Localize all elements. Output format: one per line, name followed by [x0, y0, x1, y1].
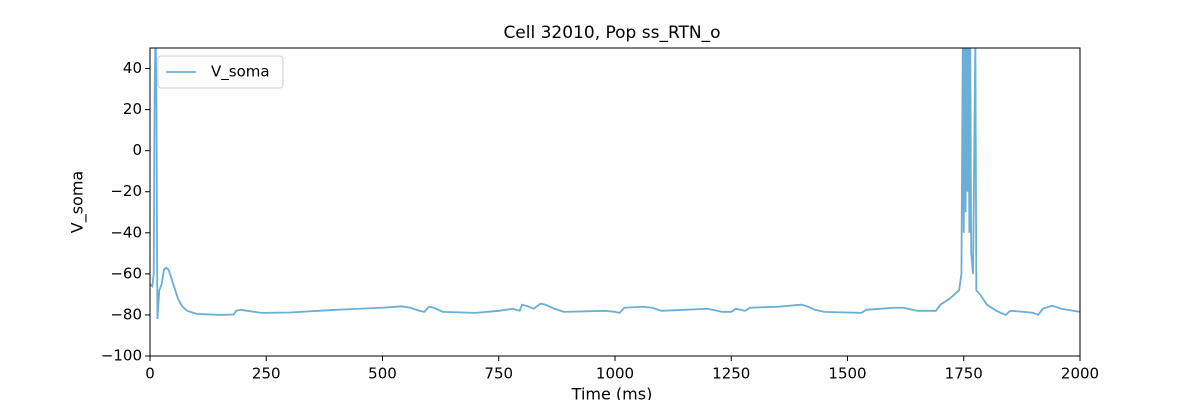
- legend: V_soma: [157, 55, 284, 89]
- y-tick-label: 40: [123, 59, 142, 77]
- legend-box: [157, 55, 284, 89]
- y-tick-label: −40: [110, 223, 142, 241]
- x-tick-label: 500: [368, 365, 397, 383]
- x-tick-label: 1000: [596, 365, 634, 383]
- x-tick-label: 1750: [945, 365, 983, 383]
- y-tick-label: 20: [123, 100, 142, 118]
- x-axis-label: Time (ms): [571, 385, 653, 400]
- legend-label: V_soma: [211, 63, 270, 82]
- x-tick-label: 1500: [828, 365, 866, 383]
- plot-frame: [149, 47, 1081, 357]
- y-tick-label: 0: [132, 141, 142, 159]
- x-tick-label: 1250: [712, 365, 750, 383]
- chart-title: Cell 32010, Pop ss_RTN_o: [503, 23, 720, 43]
- y-axis-label: V_soma: [68, 171, 88, 233]
- series-line: [150, 48, 1080, 320]
- x-tick-label: 750: [484, 365, 513, 383]
- y-tick-label: −60: [110, 264, 142, 282]
- x-tick-label: 2000: [1061, 365, 1099, 383]
- y-tick-label: −20: [110, 182, 142, 200]
- x-tick-label: 250: [252, 365, 281, 383]
- y-tick-label: −80: [110, 305, 142, 323]
- x-tick-label: 0: [145, 365, 155, 383]
- y-tick-label: −100: [101, 347, 142, 365]
